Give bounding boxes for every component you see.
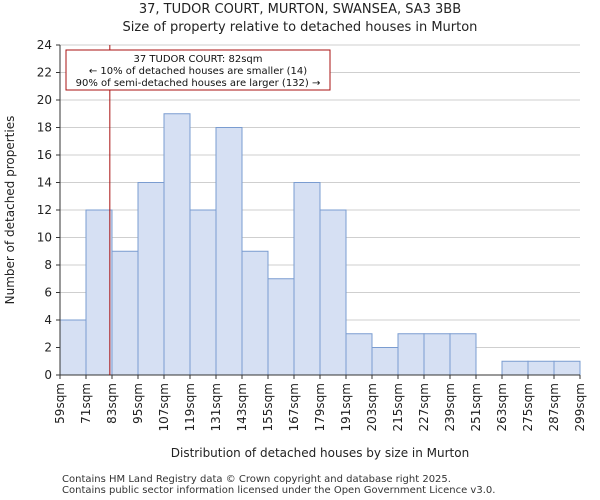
y-tick-label: 6 bbox=[44, 286, 52, 300]
x-tick-label: 131sqm bbox=[209, 383, 223, 431]
histogram-bar bbox=[137, 182, 165, 376]
footer-line-1: Contains HM Land Registry data © Crown c… bbox=[62, 474, 451, 485]
histogram-bar bbox=[189, 209, 217, 376]
x-tick-label: 287sqm bbox=[547, 383, 561, 431]
chart-title: 37, TUDOR COURT, MURTON, SWANSEA, SA3 3B… bbox=[138, 2, 462, 17]
x-tick-label: 203sqm bbox=[365, 383, 379, 431]
x-tick-label: 179sqm bbox=[313, 383, 327, 431]
x-tick-label: 191sqm bbox=[339, 383, 353, 431]
histogram-bar bbox=[293, 182, 321, 376]
y-tick-label: 18 bbox=[37, 121, 52, 135]
histogram-bar bbox=[397, 333, 425, 376]
x-tick-label: 299sqm bbox=[573, 383, 587, 431]
x-tick-label: 83sqm bbox=[105, 383, 119, 424]
x-tick-label: 155sqm bbox=[261, 383, 275, 431]
annotation-line: 37 TUDOR COURT: 82sqm bbox=[133, 54, 262, 65]
annotation-line: ← 10% of detached houses are smaller (14… bbox=[89, 66, 307, 77]
histogram-bar bbox=[215, 127, 243, 376]
footer-line-2: Contains public sector information licen… bbox=[62, 485, 496, 496]
y-tick-label: 2 bbox=[44, 341, 52, 355]
y-axis-title: Number of detached properties bbox=[3, 116, 17, 305]
y-tick-label: 22 bbox=[37, 66, 52, 80]
y-tick-label: 12 bbox=[37, 203, 52, 217]
x-axis-title: Distribution of detached houses by size … bbox=[171, 446, 469, 460]
histogram-bar bbox=[111, 250, 139, 376]
x-tick-label: 59sqm bbox=[53, 383, 67, 424]
x-tick-label: 239sqm bbox=[443, 383, 457, 431]
x-tick-label: 143sqm bbox=[235, 383, 249, 431]
x-tick-label: 107sqm bbox=[157, 383, 171, 431]
x-tick-label: 227sqm bbox=[417, 383, 431, 431]
x-tick-label: 167sqm bbox=[287, 383, 301, 431]
y-tick-label: 8 bbox=[44, 258, 52, 272]
histogram-bar bbox=[163, 113, 191, 376]
y-tick-label: 16 bbox=[37, 148, 52, 162]
histogram-bar bbox=[85, 209, 113, 376]
histogram-bar bbox=[267, 278, 295, 376]
y-tick-label: 0 bbox=[44, 368, 52, 382]
y-tick-label: 24 bbox=[37, 38, 52, 52]
histogram-bar bbox=[319, 209, 347, 376]
y-tick-label: 20 bbox=[37, 93, 52, 107]
histogram-bar bbox=[501, 360, 529, 376]
x-tick-label: 215sqm bbox=[391, 383, 405, 431]
annotation-line: 90% of semi-detached houses are larger (… bbox=[76, 78, 321, 89]
x-tick-label: 263sqm bbox=[495, 383, 509, 431]
histogram-bar bbox=[241, 250, 269, 376]
histogram-bar bbox=[345, 333, 373, 376]
histogram-bar bbox=[449, 333, 477, 376]
x-tick-label: 275sqm bbox=[521, 383, 535, 431]
chart-subtitle: Size of property relative to detached ho… bbox=[122, 20, 478, 35]
histogram-bar bbox=[553, 360, 581, 376]
x-tick-label: 71sqm bbox=[79, 383, 93, 424]
histogram-bar bbox=[371, 347, 399, 376]
x-tick-label: 251sqm bbox=[469, 383, 483, 431]
annotation-box bbox=[65, 49, 331, 91]
y-tick-label: 14 bbox=[37, 176, 52, 190]
x-tick-label: 95sqm bbox=[131, 383, 145, 424]
histogram-bar bbox=[423, 333, 451, 376]
y-tick-label: 10 bbox=[37, 231, 52, 245]
histogram-bar bbox=[59, 319, 87, 376]
y-tick-label: 4 bbox=[44, 313, 52, 327]
x-tick-label: 119sqm bbox=[183, 383, 197, 431]
histogram-bar bbox=[527, 360, 555, 376]
